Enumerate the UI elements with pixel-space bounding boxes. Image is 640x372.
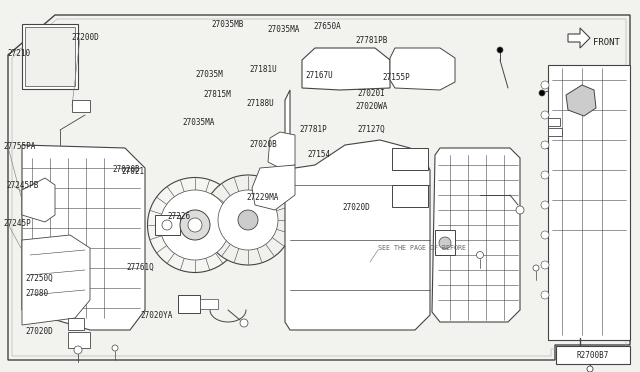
Polygon shape	[268, 132, 295, 168]
Text: 27229MA: 27229MA	[246, 193, 279, 202]
Text: 27035MA: 27035MA	[268, 25, 300, 33]
Text: 27650A: 27650A	[314, 22, 341, 31]
Text: 27020I: 27020I	[357, 89, 385, 98]
Bar	[68, 318, 84, 330]
Bar	[178, 295, 200, 313]
Bar	[548, 65, 630, 340]
Ellipse shape	[541, 291, 549, 299]
Text: 27781PB: 27781PB	[355, 36, 388, 45]
Text: 27020D: 27020D	[342, 203, 370, 212]
Ellipse shape	[203, 175, 293, 265]
Text: 27020WA: 27020WA	[355, 102, 388, 110]
Text: 27154: 27154	[307, 150, 330, 159]
Ellipse shape	[539, 90, 545, 96]
Ellipse shape	[218, 190, 278, 250]
Ellipse shape	[541, 261, 549, 269]
Text: 27761Q: 27761Q	[127, 263, 154, 272]
Text: R2700B7: R2700B7	[577, 350, 609, 359]
Polygon shape	[302, 48, 390, 90]
Polygon shape	[566, 85, 596, 116]
Polygon shape	[22, 145, 145, 330]
Bar	[548, 118, 560, 126]
Text: 27080: 27080	[26, 289, 49, 298]
Bar	[548, 128, 562, 136]
Text: 27815M: 27815M	[204, 90, 231, 99]
Ellipse shape	[439, 237, 451, 249]
Ellipse shape	[477, 251, 483, 259]
Text: 27181U: 27181U	[250, 65, 277, 74]
Text: 27200D: 27200D	[72, 33, 99, 42]
Text: 27245P: 27245P	[4, 219, 31, 228]
Polygon shape	[285, 90, 430, 330]
Text: 27755PA: 27755PA	[4, 142, 36, 151]
Ellipse shape	[516, 206, 524, 214]
Bar	[68, 332, 90, 348]
Text: 27155P: 27155P	[383, 73, 410, 82]
Text: 27226: 27226	[168, 212, 191, 221]
Ellipse shape	[147, 177, 243, 273]
Bar	[155, 215, 180, 235]
Text: 27127Q: 27127Q	[357, 125, 385, 134]
Text: 27188U: 27188U	[246, 99, 274, 108]
Bar	[435, 230, 455, 255]
Text: 27210: 27210	[8, 49, 31, 58]
Ellipse shape	[587, 366, 593, 372]
Polygon shape	[22, 178, 55, 222]
Text: 27020YA: 27020YA	[141, 311, 173, 320]
Text: 27021: 27021	[122, 167, 145, 176]
Bar	[72, 100, 90, 112]
Text: 27781P: 27781P	[300, 125, 327, 134]
Bar	[556, 346, 630, 364]
Ellipse shape	[541, 81, 549, 89]
Text: 27035MB: 27035MB	[211, 20, 244, 29]
Ellipse shape	[541, 171, 549, 179]
Bar	[392, 185, 428, 207]
Text: 27035MA: 27035MA	[182, 118, 215, 126]
Polygon shape	[432, 148, 520, 322]
Ellipse shape	[541, 231, 549, 239]
Bar	[25, 27, 75, 86]
Ellipse shape	[74, 346, 82, 354]
Text: FRONT: FRONT	[593, 38, 620, 46]
Bar	[392, 148, 428, 170]
Ellipse shape	[188, 218, 202, 232]
Text: 27250Q: 27250Q	[26, 274, 53, 283]
Text: 27035M: 27035M	[195, 70, 223, 79]
Text: SEE THE PAGE OF BEFORE: SEE THE PAGE OF BEFORE	[378, 245, 466, 251]
Polygon shape	[252, 165, 295, 210]
Ellipse shape	[533, 265, 539, 271]
Bar	[22, 24, 78, 89]
Ellipse shape	[162, 220, 172, 230]
Polygon shape	[22, 235, 90, 325]
Text: 27020B: 27020B	[250, 140, 277, 149]
Text: 27020D: 27020D	[26, 327, 53, 336]
Ellipse shape	[541, 201, 549, 209]
Text: 27020D: 27020D	[112, 165, 140, 174]
Ellipse shape	[112, 345, 118, 351]
Ellipse shape	[160, 190, 230, 260]
Ellipse shape	[240, 319, 248, 327]
Ellipse shape	[238, 210, 258, 230]
Ellipse shape	[541, 141, 549, 149]
Polygon shape	[390, 48, 455, 90]
Bar	[200, 299, 218, 309]
Text: 27245PB: 27245PB	[6, 181, 39, 190]
Ellipse shape	[541, 111, 549, 119]
Ellipse shape	[497, 47, 503, 53]
Polygon shape	[568, 28, 590, 48]
Text: 27167U: 27167U	[306, 71, 333, 80]
Ellipse shape	[180, 210, 210, 240]
